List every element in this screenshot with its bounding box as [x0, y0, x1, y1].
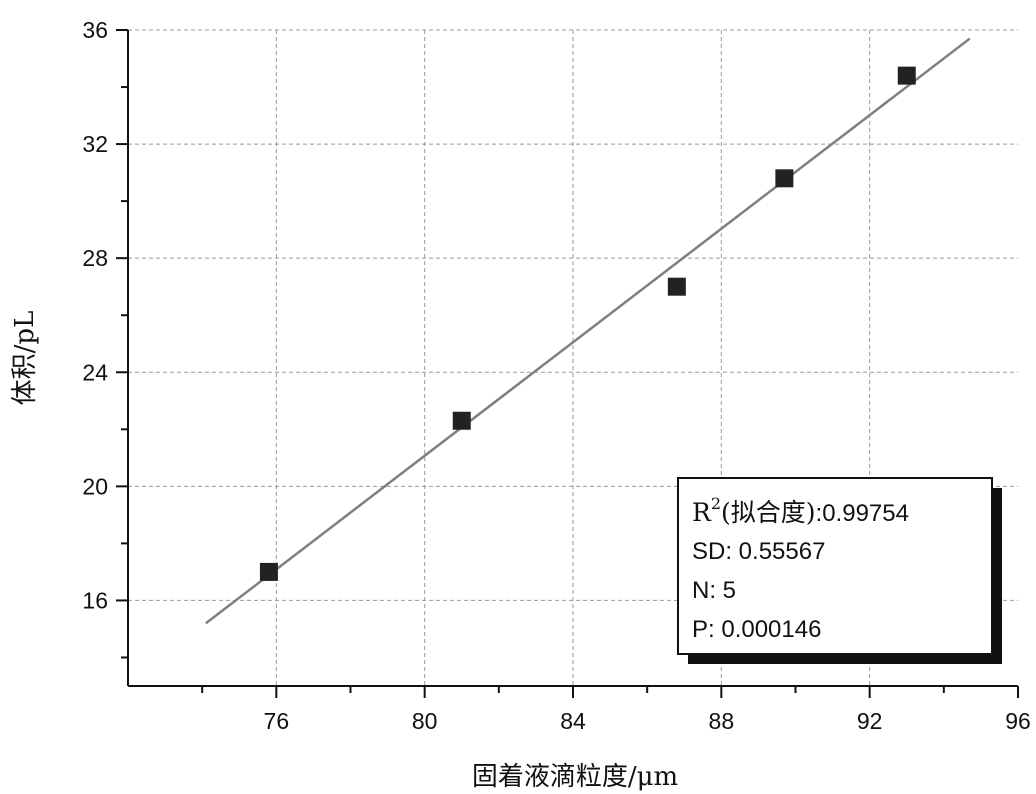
stats-box-frame: [677, 477, 993, 655]
data-point: [259, 562, 278, 581]
stats-sd: SD: 0.55567: [692, 538, 825, 565]
fit-line: [205, 37, 971, 625]
data-point: [667, 277, 686, 296]
y-tick-label: 28: [82, 245, 108, 271]
data-point: [775, 169, 794, 188]
y-axis-title: 体积/pL: [10, 311, 40, 406]
y-tick-label: 36: [82, 17, 108, 43]
x-tick-label: 92: [857, 708, 883, 734]
stats-n: N: 5: [692, 577, 736, 604]
data-points: [259, 66, 916, 581]
data-point: [452, 411, 471, 430]
x-tick-label: 80: [412, 708, 438, 734]
y-tick-label: 20: [82, 473, 108, 499]
stats-box: R2(拟合度):0.99754 SD: 0.55567 N: 5 P: 0.00…: [677, 477, 1002, 664]
data-point: [897, 66, 916, 85]
stats-r2: R2(拟合度):0.99754: [692, 494, 909, 527]
fit-line-group: [205, 37, 971, 625]
x-tick-label: 96: [1005, 708, 1031, 734]
stats-p: P: 0.000146: [692, 616, 821, 643]
x-axis-title: 固着液滴粒度/μm: [472, 762, 678, 792]
x-tick-label: 84: [560, 708, 586, 734]
y-tick-label: 24: [82, 359, 108, 385]
ticks: [116, 29, 1019, 698]
x-tick-label: 76: [264, 708, 290, 734]
y-tick-label: 16: [82, 587, 108, 613]
tick-labels: 76 80 84 88 92 96 16 20 24 28 32 36: [82, 17, 1030, 734]
y-tick-label: 32: [82, 131, 108, 157]
x-tick-label: 88: [709, 708, 735, 734]
